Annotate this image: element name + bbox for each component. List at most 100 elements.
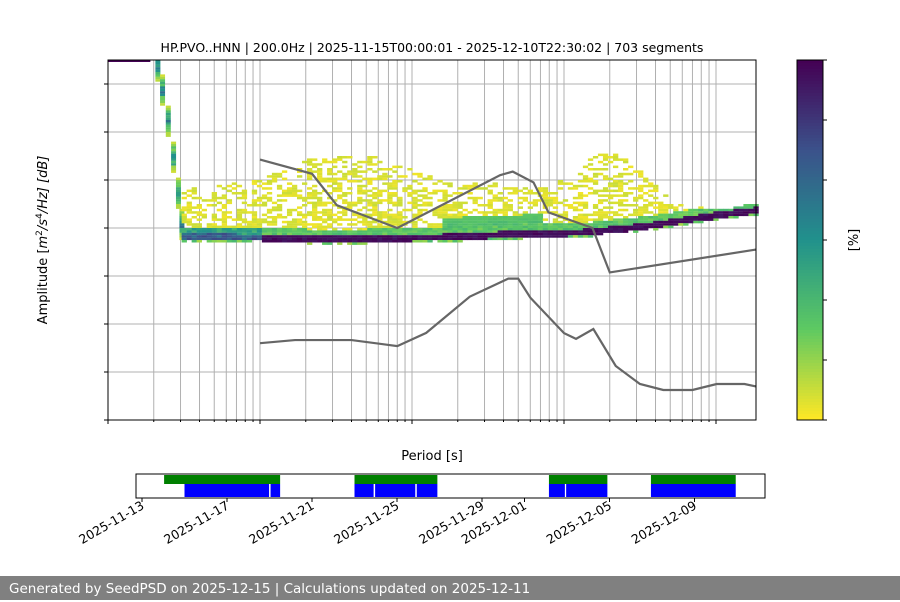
- heatmap-cell: [432, 225, 438, 229]
- heatmap-cell: [251, 235, 258, 238]
- heatmap-cell: [602, 189, 609, 193]
- heatmap-cell: [221, 213, 228, 217]
- heatmap-cell: [392, 194, 398, 197]
- heatmap-cell: [347, 206, 353, 209]
- heatmap-cell: [512, 235, 518, 238]
- heatmap-cell: [367, 237, 373, 241]
- heatmap-cell: [487, 189, 493, 193]
- heatmap-cell: [638, 216, 644, 219]
- heatmap-cell: [602, 177, 609, 181]
- heatmap-cell: [592, 211, 599, 214]
- heatmap-cell: [643, 228, 649, 231]
- heatmap-cell: [241, 235, 248, 238]
- heatmap-cell: [517, 220, 523, 224]
- heatmap-cell: [537, 211, 544, 214]
- heatmap-cell: [387, 228, 393, 231]
- heatmap-cell: [165, 122, 171, 125]
- heatmap-cell: [221, 230, 228, 233]
- heatmap-cell: [467, 235, 473, 238]
- heatmap-cell: [412, 172, 418, 176]
- colorbar-swatch: [797, 87, 823, 91]
- heatmap-cell: [577, 204, 584, 207]
- heatmap-cell: [291, 220, 298, 224]
- heatmap-cell: [286, 223, 293, 226]
- heatmap-cell: [271, 172, 278, 176]
- heatmap-cell: [337, 187, 343, 190]
- heatmap-cell: [673, 211, 679, 214]
- heatmap-cell: [181, 218, 187, 221]
- heatmap-cell: [286, 237, 293, 241]
- heatmap-cell: [357, 208, 363, 212]
- heatmap-cell: [542, 194, 549, 197]
- heatmap-cell: [337, 194, 343, 197]
- colorbar-swatch: [797, 60, 823, 64]
- heatmap-cell: [668, 218, 674, 221]
- heatmap-cell: [447, 237, 453, 241]
- heatmap-cell: [256, 220, 263, 224]
- heatmap-cell: [327, 211, 333, 214]
- heatmap-cell: [417, 240, 423, 243]
- heatmap-cell: [171, 146, 177, 149]
- heatmap-cell: [457, 232, 463, 236]
- data-availability-timeline: 2025-11-13 2025-11-17 2025-11-21 2025-11-25…: [76, 473, 766, 547]
- heatmap-cell: [457, 218, 463, 221]
- heatmap-cell: [607, 196, 614, 200]
- heatmap-cell: [653, 201, 659, 205]
- heatmap-cell: [582, 194, 589, 197]
- heatmap-cell: [492, 218, 498, 221]
- colorbar-swatch: [797, 381, 823, 385]
- heatmap-cell: [562, 235, 569, 238]
- heatmap-cell: [668, 220, 674, 224]
- heatmap-cell: [432, 189, 438, 193]
- heatmap-cell: [432, 182, 438, 185]
- heatmap-cell: [572, 232, 579, 236]
- heatmap-cell: [417, 235, 423, 238]
- heatmap-cell: [281, 216, 288, 219]
- heatmap-cell: [397, 211, 403, 214]
- heatmap-cell: [186, 206, 192, 209]
- heatmap-cell: [683, 223, 689, 226]
- heatmap-cell: [165, 134, 171, 137]
- heatmap-cell: [537, 225, 544, 229]
- heatmap-cell: [317, 240, 323, 243]
- heatmap-cell: [276, 208, 283, 212]
- heatmap-cell: [457, 225, 463, 229]
- heatmap-cell: [246, 230, 253, 233]
- heatmap-cell: [367, 163, 373, 166]
- heatmap-cell: [678, 218, 684, 221]
- heatmap-cell: [552, 235, 559, 238]
- heatmap-cell: [447, 216, 453, 219]
- heatmap-cell: [392, 218, 398, 221]
- heatmap-cell: [231, 225, 238, 229]
- heatmap-cell: [201, 216, 207, 219]
- heatmap-cell: [276, 237, 283, 241]
- heatmap-cell: [301, 228, 308, 231]
- available-data-bar: [164, 475, 281, 484]
- heatmap-cell: [648, 189, 654, 193]
- y-label-part: m: [36, 236, 51, 249]
- heatmap-cell: [582, 225, 589, 229]
- heatmap-cell: [332, 165, 338, 169]
- colorbar-swatch: [797, 210, 823, 214]
- heatmap-cell: [397, 218, 403, 221]
- heatmap-cell: [301, 216, 308, 219]
- heatmap-cell: [467, 230, 473, 233]
- heatmap-cell: [487, 225, 493, 229]
- heatmap-cell: [347, 201, 353, 205]
- heatmap-cell: [352, 218, 358, 221]
- heatmap-cell: [276, 194, 283, 197]
- heatmap-cell: [728, 208, 734, 212]
- heatmap-cell: [246, 223, 253, 226]
- heatmap-cell: [312, 184, 318, 188]
- heatmap-cell: [186, 237, 192, 241]
- heatmap-cell: [452, 223, 458, 226]
- heatmap-cell: [497, 230, 503, 233]
- heatmap-cell: [502, 206, 508, 209]
- colorbar-swatch: [797, 348, 823, 352]
- heatmap-cell: [547, 199, 554, 202]
- heatmap-cell: [397, 180, 403, 183]
- heatmap-cell: [392, 220, 398, 224]
- heatmap-cell: [397, 213, 403, 217]
- heatmap-cell: [512, 237, 518, 241]
- heatmap-cell: [372, 220, 378, 224]
